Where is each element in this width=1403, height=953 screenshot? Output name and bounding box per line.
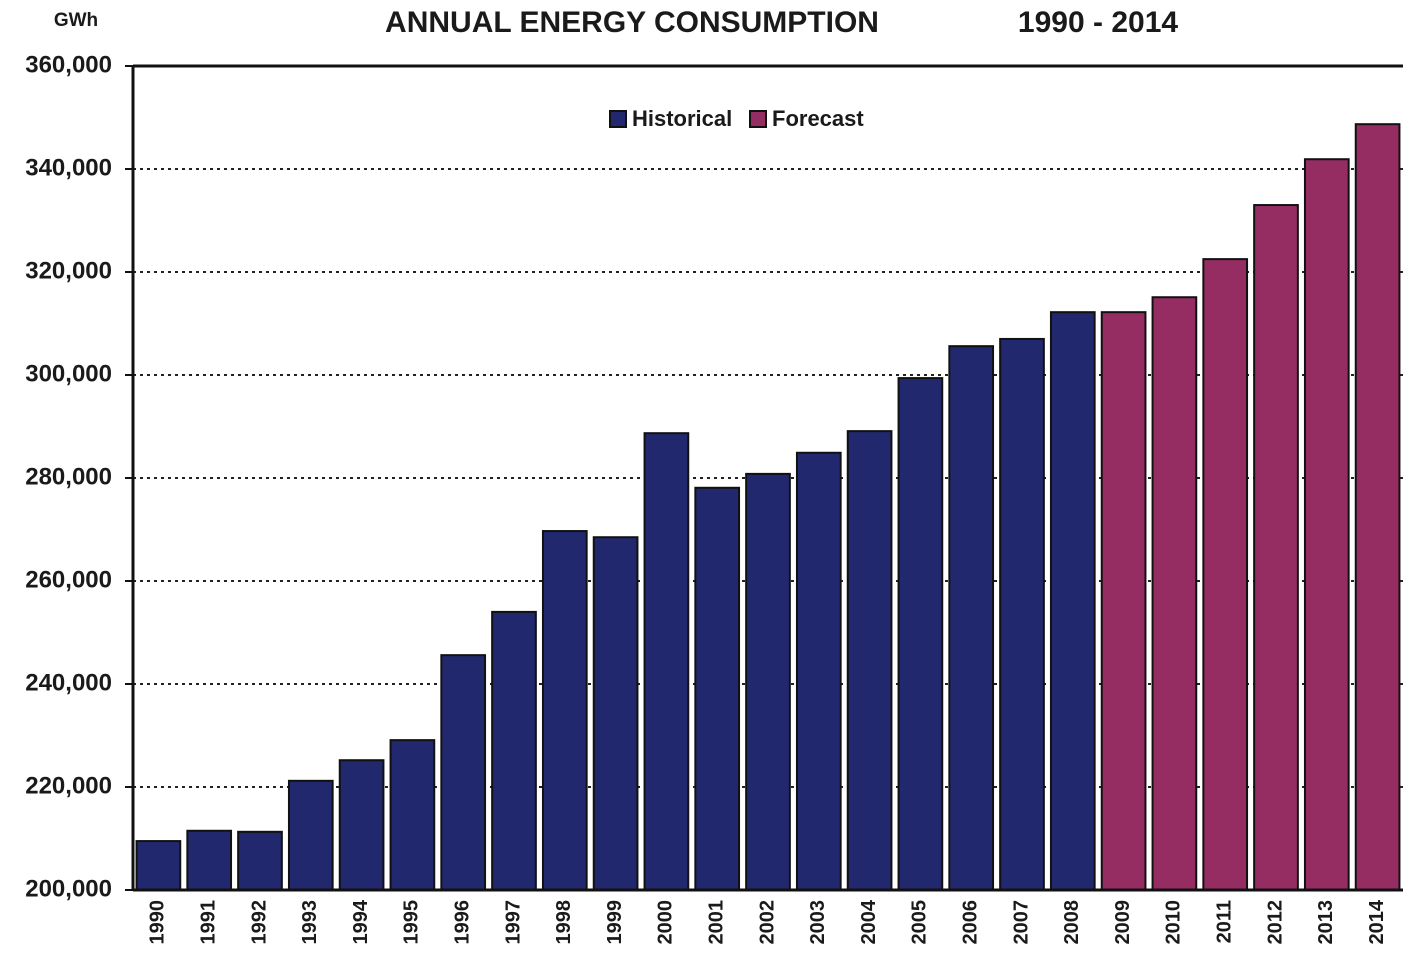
x-tick-label: 2003 [807,900,829,945]
y-tick-label: 220,000 [25,772,112,799]
bar [1202,258,1249,891]
bar [338,759,385,891]
x-tick-label: 2014 [1366,899,1388,944]
bar [1151,296,1198,891]
bar [1100,311,1147,892]
bar [287,779,334,892]
y-tick-label: 240,000 [25,669,112,696]
bar [135,840,182,892]
x-tick-label: 2002 [756,900,778,945]
bar [389,739,436,892]
x-tick-label: 1999 [604,900,626,945]
bar [237,830,283,891]
bar [491,610,537,892]
bar [1049,311,1096,892]
y-tick-label: 340,000 [25,154,112,181]
bar [643,432,690,891]
x-tick-label: 1992 [248,900,270,945]
x-tick-label: 1995 [401,900,423,945]
x-tick-label: 1997 [502,900,524,945]
bar [745,472,791,891]
legend-label: Historical [632,106,732,131]
x-tick-label: 2001 [705,900,727,945]
x-tick-label: 2000 [655,900,677,945]
x-tick-label: 2006 [959,900,981,945]
bar [694,486,741,891]
bar [186,829,233,892]
y-tick-label: 360,000 [25,51,112,78]
legend-swatch [609,110,627,128]
bar [795,451,842,891]
chart-title: ANNUAL ENERGY CONSUMPTION [385,6,879,39]
chart-subtitle: 1990 - 2014 [1018,6,1178,39]
bar [1253,204,1299,892]
x-tick-label: 1991 [197,900,219,945]
x-tick-label: 2005 [909,900,931,945]
x-tick-label: 1994 [350,899,372,944]
x-tick-label: 2012 [1264,900,1286,945]
x-tick-label: 1996 [451,900,473,945]
x-tick-label: 2007 [1010,900,1032,945]
legend-label: Forecast [772,106,864,131]
y-tick-label: 280,000 [25,463,112,490]
bar [999,337,1045,891]
y-axis-label: GWh [54,10,98,31]
bar [541,530,588,891]
bar [592,536,639,891]
x-tick-label: 2004 [858,899,880,944]
legend-swatch [749,110,767,128]
y-tick-label: 260,000 [25,566,112,593]
bar [440,654,487,891]
bar [1354,123,1401,891]
bar [948,345,995,892]
y-tick-label: 300,000 [25,360,112,387]
bar [897,377,944,891]
x-tick-label: 2011 [1213,900,1235,943]
x-tick-label: 2008 [1061,900,1083,945]
x-tick-label: 1990 [147,900,169,945]
x-tick-label: 1993 [299,900,321,945]
y-tick-label: 200,000 [25,875,112,902]
x-tick-label: 2013 [1315,900,1337,945]
x-tick-label: 2010 [1163,900,1185,945]
x-tick-label: 1998 [553,900,575,945]
bar [846,430,893,891]
x-tick-label: 2009 [1112,900,1134,945]
y-tick-label: 320,000 [25,257,112,284]
bar [1303,158,1350,891]
